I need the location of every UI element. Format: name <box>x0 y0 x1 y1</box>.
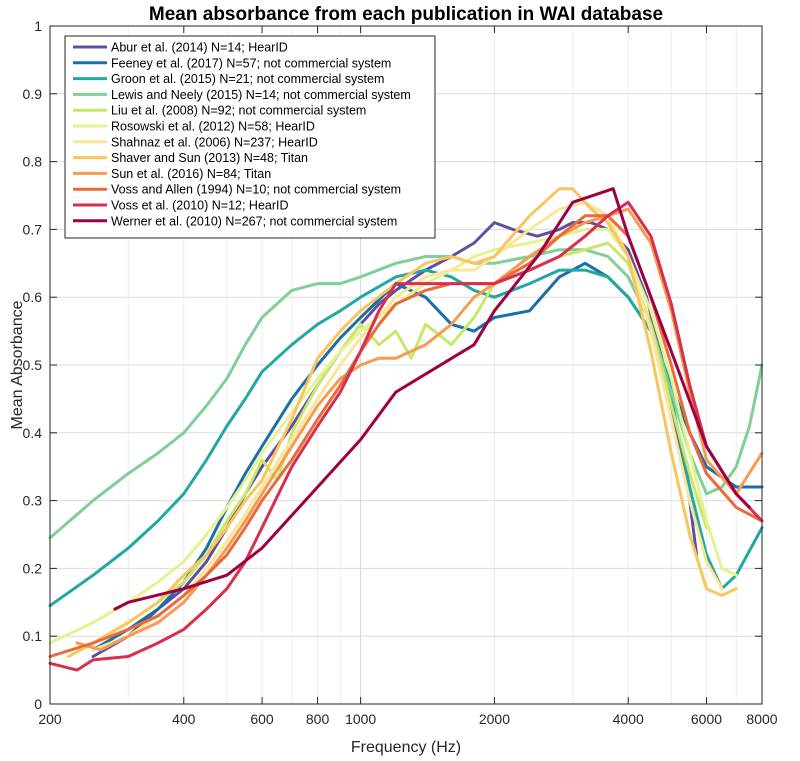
y-tick-label: 0 <box>34 696 42 712</box>
legend-label: Shaver and Sun (2013) N=48; Titan <box>111 151 308 165</box>
y-tick-label: 0.4 <box>23 425 43 441</box>
x-tick-label: 400 <box>172 711 196 727</box>
y-tick-label: 0.8 <box>23 154 43 170</box>
y-tick-label: 0.2 <box>23 560 43 576</box>
legend-label: Lewis and Neely (2015) N=14; not commerc… <box>111 88 411 102</box>
x-tick-label: 8000 <box>746 711 777 727</box>
series-line-7 <box>91 200 724 652</box>
legend-label: Voss and Allen (1994) N=10; not commerci… <box>111 183 401 197</box>
series-line-11 <box>48 200 764 672</box>
legend-label: Shahnaz et al. (2006) N=237; HearID <box>111 135 318 149</box>
x-tick-label: 800 <box>306 711 330 727</box>
legend-label: Werner et al. (2010) N=267; not commerci… <box>111 214 397 228</box>
legend-label: Abur et al. (2014) N=14; HearID <box>111 41 288 55</box>
legend-label: Voss et al. (2010) N=12; HearID <box>111 199 289 213</box>
series-line-5 <box>91 241 708 645</box>
legend-label: Rosowski et al. (2012) N=58; HearID <box>111 120 315 134</box>
y-axis-label: Mean Absorbance <box>9 300 26 429</box>
axis-ticks <box>49 25 763 705</box>
legend-box <box>64 35 436 239</box>
series-line-8 <box>66 187 738 658</box>
tick-labels: 200 400 600 800 1000 2000 4000 6000 8000 0 0.1 0.2 0… <box>23 18 778 727</box>
legend-label: Liu et al. (2008) N=92; not commercial s… <box>111 104 366 118</box>
y-tick-label: 0.1 <box>23 628 43 644</box>
y-tick-label: 0.6 <box>23 289 43 305</box>
legend-label: Sun et al. (2016) N=84; Titan <box>111 167 271 181</box>
y-tick-label: 0.9 <box>23 86 43 102</box>
chart-title: Mean absorbance from each publication in… <box>149 4 663 25</box>
x-tick-label: 200 <box>38 711 62 727</box>
series-group <box>48 187 764 672</box>
y-tick-label: 0.5 <box>23 357 43 373</box>
legend-label: Groon et al. (2015) N=21; not commercial… <box>111 72 384 86</box>
y-tick-label: 0.3 <box>23 493 43 509</box>
x-tick-label: 6000 <box>691 711 722 727</box>
x-tick-label: 1000 <box>345 711 376 727</box>
legend-label: Feeney et al. (2017) N=57; not commercia… <box>111 56 391 70</box>
x-tick-label: 2000 <box>479 711 510 727</box>
x-axis-label: Frequency (Hz) <box>351 739 461 756</box>
y-tick-label: 1 <box>34 18 42 34</box>
x-tick-label: 600 <box>250 711 274 727</box>
x-tick-label: 4000 <box>613 711 644 727</box>
series-line-12 <box>113 187 751 611</box>
y-tick-label: 0.7 <box>23 221 43 237</box>
